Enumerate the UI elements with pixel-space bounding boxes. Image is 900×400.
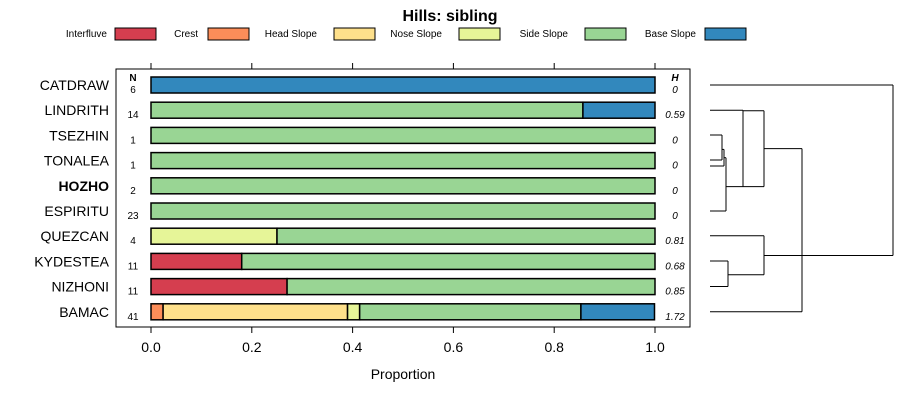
n-header: N: [129, 73, 136, 84]
n-value-espiritu: 23: [127, 211, 139, 222]
bar-bamac-side-slope: [358, 303, 582, 321]
legend-label-2: Head Slope: [265, 29, 318, 40]
category-label-tsezhin: TSEZHIN: [49, 127, 109, 143]
category-label-catdraw: CATDRAW: [40, 77, 110, 93]
legend-swatch-0: [114, 27, 157, 41]
bars: [150, 76, 656, 321]
h-value-espiritu: 0: [672, 211, 678, 222]
legend-swatch-1: [207, 27, 250, 41]
legend-label-0: Interfluve: [66, 29, 108, 40]
legend-swatch-5: [704, 27, 747, 41]
plot-frame: [115, 68, 691, 328]
x-tick-label-4: 0.8: [544, 339, 564, 355]
h-value-bamac: 1.72: [665, 312, 685, 323]
legend-label-1: Crest: [174, 29, 198, 40]
bar-espiritu-side-slope: [150, 202, 656, 220]
legend: Interfluve Crest Head Slope Nose Slope Side …: [66, 27, 747, 41]
x-axis: 0.0 0.2 0.4 0.6 0.8 1.0: [141, 63, 665, 355]
n-value-catdraw: 6: [130, 85, 136, 96]
n-value-tonalea: 1: [130, 161, 136, 172]
bar-tsezhin-side-slope: [150, 126, 656, 145]
x-tick-label-3: 0.6: [444, 339, 464, 355]
bar-kydestea-interfluve: [150, 252, 243, 271]
h-value-nizhoni: 0.85: [665, 287, 685, 298]
bar-catdraw-base-slope: [150, 76, 656, 94]
category-label-espiritu: ESPIRITU: [44, 203, 109, 219]
n-value-nizhoni: 11: [128, 287, 139, 298]
x-tick-label-0: 0.0: [141, 339, 161, 355]
h-value-lindrith: 0.59: [665, 110, 685, 121]
bar-hozho-side-slope: [150, 177, 656, 195]
x-tick-label-5: 1.0: [645, 339, 665, 355]
category-label-kydestea: KYDESTEA: [34, 253, 109, 269]
n-value-lindrith: 14: [127, 110, 139, 121]
category-label-nizhoni: NIZHONI: [51, 279, 109, 295]
bar-kydestea-side-slope: [240, 252, 656, 271]
category-labels: CATDRAW LINDRITH TSEZHIN TONALEA HOZHO ESPIRI…: [34, 77, 109, 320]
x-axis-label: Proportion: [371, 366, 436, 382]
category-label-lindrith: LINDRITH: [44, 102, 109, 118]
bar-quezcan-side-slope: [276, 227, 656, 245]
legend-swatch-2: [333, 27, 376, 41]
bar-lindrith-side-slope: [150, 101, 584, 119]
bar-quezcan-nose-slope: [150, 227, 278, 245]
bar-bamac-crest: [150, 303, 164, 321]
bar-nizhoni-side-slope: [286, 277, 656, 296]
h-column: H 0 0.59 0 0 0 0 0.81 0.68 0.85 1.72: [665, 73, 685, 323]
h-value-quezcan: 0.81: [665, 236, 684, 247]
category-label-bamac: BAMAC: [59, 304, 109, 320]
n-value-quezcan: 4: [130, 236, 136, 247]
bar-lindrith-base-slope: [582, 101, 656, 119]
legend-swatch-3: [458, 27, 501, 41]
chart-title: Hills: sibling: [402, 8, 497, 25]
x-tick-label-2: 0.4: [343, 339, 363, 355]
category-label-quezcan: QUEZCAN: [41, 228, 109, 244]
legend-swatch-4: [584, 27, 627, 41]
n-value-hozho: 2: [130, 186, 136, 197]
h-value-tonalea: 0: [672, 161, 678, 172]
x-tick-label-1: 0.2: [242, 339, 262, 355]
legend-label-5: Base Slope: [645, 29, 697, 40]
n-value-kydestea: 11: [128, 261, 139, 272]
legend-label-4: Side Slope: [520, 29, 569, 40]
category-label-tonalea: TONALEA: [44, 153, 110, 169]
h-value-hozho: 0: [672, 186, 678, 197]
h-value-kydestea: 0.68: [665, 261, 685, 272]
n-value-bamac: 41: [127, 312, 139, 323]
bar-bamac-base-slope: [580, 303, 656, 321]
dendrogram: [710, 84, 894, 313]
bar-nizhoni-interfluve: [150, 277, 288, 296]
n-value-tsezhin: 1: [130, 135, 136, 146]
legend-label-3: Nose Slope: [390, 29, 442, 40]
h-value-tsezhin: 0: [672, 135, 678, 146]
category-label-hozho: HOZHO: [58, 178, 109, 194]
bar-tonalea-side-slope: [150, 151, 656, 170]
bar-bamac-nose-slope: [346, 303, 361, 321]
bar-bamac-head-slope: [162, 303, 349, 321]
h-value-catdraw: 0: [672, 85, 678, 96]
h-header: H: [671, 73, 679, 84]
